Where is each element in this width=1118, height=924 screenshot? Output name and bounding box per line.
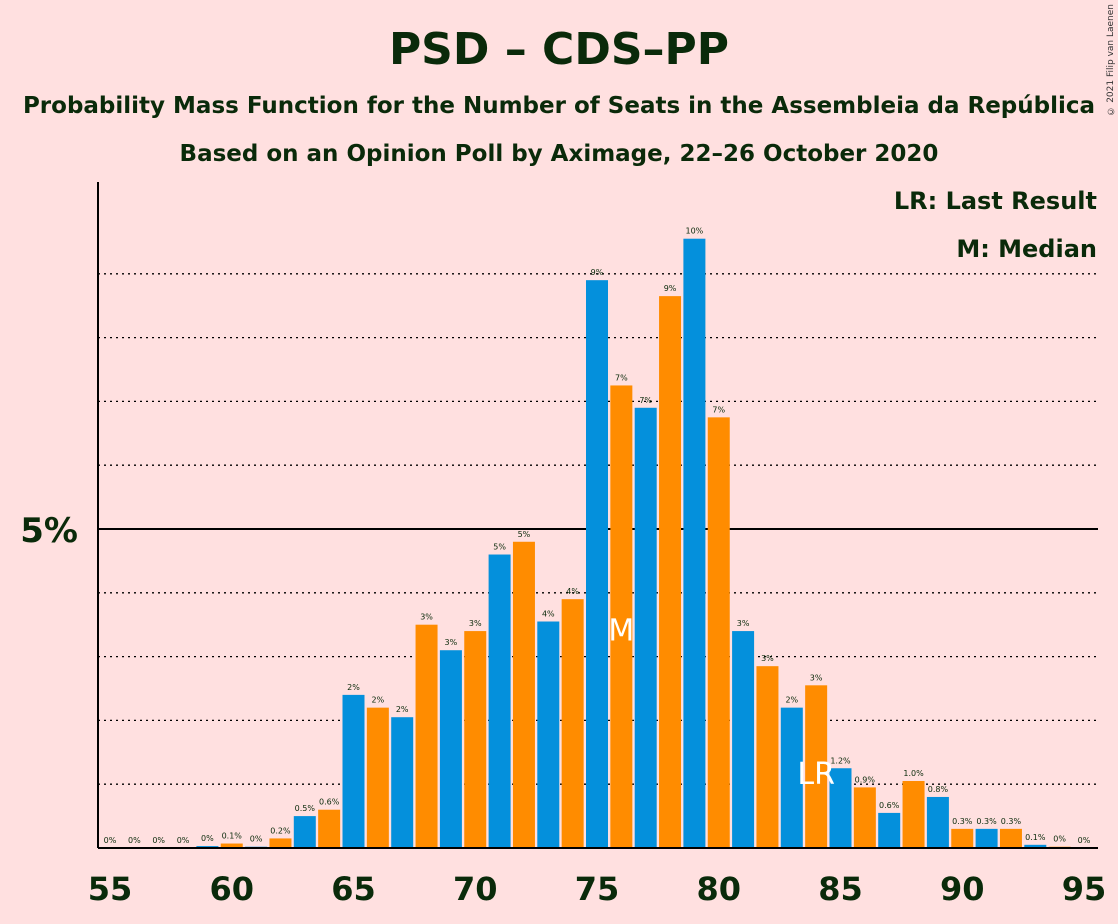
bar-label-seat-71: 5% (493, 543, 506, 552)
bar-label-seat-87: 0.6% (879, 801, 900, 810)
bar-seat-81 (732, 631, 755, 848)
bar-label-seat-80: 7% (712, 405, 725, 414)
bars: 0% 0% 0% 0% 0% 0.1% 0%0.2%0.5%0.6%2%2%2%3%3%3%… (104, 227, 1091, 848)
x-tick-75: 75 (575, 870, 620, 908)
bar-label-seat-60: 0.1% (222, 832, 243, 841)
x-tick-85: 85 (818, 870, 863, 908)
x-tick-70: 70 (453, 870, 498, 908)
bar-seat-86 (853, 787, 876, 848)
bar-label-seat-61: 0% (250, 835, 263, 844)
legend-last-result: LR: Last Result (894, 187, 1097, 215)
bar-seat-93 (1024, 844, 1047, 848)
bar-seat-76 (610, 385, 633, 848)
bar-seat-87 (878, 812, 901, 848)
bar-label-seat-65: 2% (347, 683, 360, 692)
bar-label-seat-94: 0% (1053, 835, 1066, 844)
bar-seat-63 (293, 816, 316, 848)
chart-subtitle-poll: Based on an Opinion Poll by Aximage, 22–… (180, 141, 939, 167)
bar-label-seat-70: 3% (469, 619, 482, 628)
bar-label-seat-79: 10% (686, 227, 704, 236)
bar-label-seat-66: 2% (371, 696, 384, 705)
bar-seat-71 (488, 554, 511, 848)
bar-seat-69 (439, 650, 462, 848)
bar-seat-70 (464, 631, 487, 848)
bar-label-seat-73: 4% (542, 610, 555, 619)
bar-label-seat-64: 0.6% (319, 798, 340, 807)
bar-label-seat-67: 2% (396, 705, 409, 714)
bar-seat-79 (683, 238, 706, 848)
bar-seat-73 (537, 621, 560, 848)
bar-label-seat-81: 3% (737, 619, 750, 628)
bar-seat-75 (586, 280, 608, 848)
x-tick-65: 65 (331, 870, 376, 908)
bar-seat-91 (975, 828, 998, 848)
bar-seat-89 (926, 796, 949, 848)
bar-seat-88 (902, 781, 925, 848)
bar-label-seat-95: 0% (1078, 836, 1091, 845)
bar-seat-67 (391, 717, 414, 848)
bar-seat-65 (342, 694, 365, 848)
x-tick-60: 60 (209, 870, 254, 908)
legend-median: M: Median (956, 235, 1097, 263)
bar-label-seat-92: 0.3% (1001, 817, 1022, 826)
last-result-marker: LR (797, 757, 835, 792)
bar-label-seat-75: 9% (591, 268, 604, 277)
bar-seat-64 (318, 809, 341, 848)
y-tick-label-5: 5% (20, 511, 78, 551)
bar-label-seat-83: 2% (785, 696, 798, 705)
x-tick-90: 90 (940, 870, 985, 908)
bar-label-seat-77: 7% (639, 396, 652, 405)
bar-label-seat-63: 0.5% (295, 804, 316, 813)
x-tick-80: 80 (696, 870, 741, 908)
bar-label-seat-93: 0.1% (1025, 833, 1046, 842)
bar-label-seat-57: 0% (152, 836, 165, 845)
bar-label-seat-76: 7% (615, 373, 628, 382)
bar-label-seat-78: 9% (664, 284, 677, 293)
bar-seat-90 (951, 828, 974, 848)
bar-label-seat-86: 0.9% (855, 775, 876, 784)
bar-label-seat-82: 3% (761, 654, 774, 663)
bar-label-seat-55: 0% (104, 836, 117, 845)
bar-label-seat-68: 3% (420, 613, 433, 622)
bar-seat-72 (512, 541, 535, 848)
bar-seat-74 (561, 599, 584, 848)
bar-label-seat-84: 3% (810, 673, 823, 682)
bar-seat-85 (829, 768, 852, 848)
bar-seat-77 (634, 407, 657, 848)
bar-seat-66 (366, 707, 389, 848)
x-tick-55: 55 (88, 870, 133, 908)
bar-label-seat-62: 0.2% (270, 826, 291, 835)
copyright-note: © 2021 Filip van Laenen (1106, 4, 1116, 116)
bar-seat-92 (999, 828, 1022, 848)
bar-seat-68 (415, 624, 438, 848)
median-marker: M (608, 614, 634, 649)
chart-subtitle: Probability Mass Function for the Number… (23, 93, 1095, 119)
bar-label-seat-88: 1.0% (903, 769, 924, 778)
chart-title: PSD – CDS–PP (389, 24, 729, 75)
bar-seat-80 (707, 417, 730, 848)
bar-seat-62 (269, 838, 292, 848)
bar-label-seat-91: 0.3% (976, 817, 997, 826)
bar-label-seat-89: 0.8% (928, 785, 949, 794)
bar-seat-78 (659, 296, 682, 848)
bar-label-seat-90: 0.3% (952, 817, 973, 826)
bar-seat-82 (756, 666, 779, 848)
bar-label-seat-72: 5% (518, 530, 531, 539)
bar-seat-60 (220, 843, 243, 848)
bar-seat-83 (780, 707, 803, 848)
x-tick-labels: 55 60 65 70 75 80 85 90 95 (88, 870, 1107, 908)
bar-label-seat-58: 0% (177, 836, 190, 845)
bar-label-seat-59: 0% (201, 834, 214, 843)
bar-label-seat-74: 4% (566, 587, 579, 596)
bar-label-seat-56: 0% (128, 836, 141, 845)
x-tick-95: 95 (1062, 870, 1107, 908)
bar-label-seat-85: 1.2% (830, 756, 851, 765)
bar-seat-84 (805, 685, 828, 848)
bar-label-seat-69: 3% (445, 638, 458, 647)
